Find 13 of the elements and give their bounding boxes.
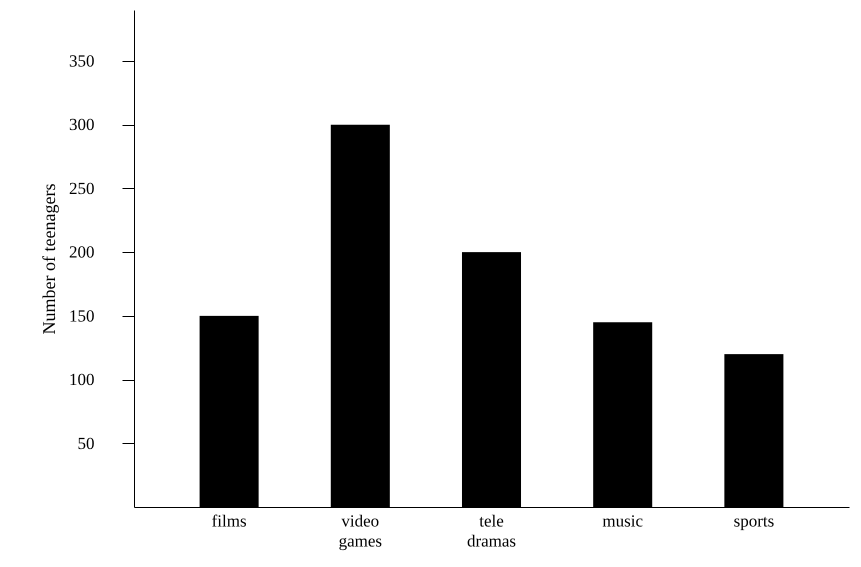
y-tick-label: 350 [69, 51, 94, 70]
x-tick-label: films [212, 512, 247, 530]
y-tick-label: 200 [69, 242, 94, 262]
x-tick-label: video games [338, 512, 382, 550]
x-tick-label: music [602, 512, 644, 530]
y-tick-label: 300 [69, 115, 94, 134]
y-tick-label: 50 [78, 434, 94, 453]
y-tick-label: 100 [69, 370, 94, 390]
y-tick-label: 150 [69, 306, 94, 326]
x-tick-label: sports [734, 512, 774, 530]
x-tick-label: tele dramas [466, 512, 516, 550]
y-tick-label: 250 [69, 178, 94, 198]
y-axis-title: Number of teenagers [39, 184, 59, 334]
